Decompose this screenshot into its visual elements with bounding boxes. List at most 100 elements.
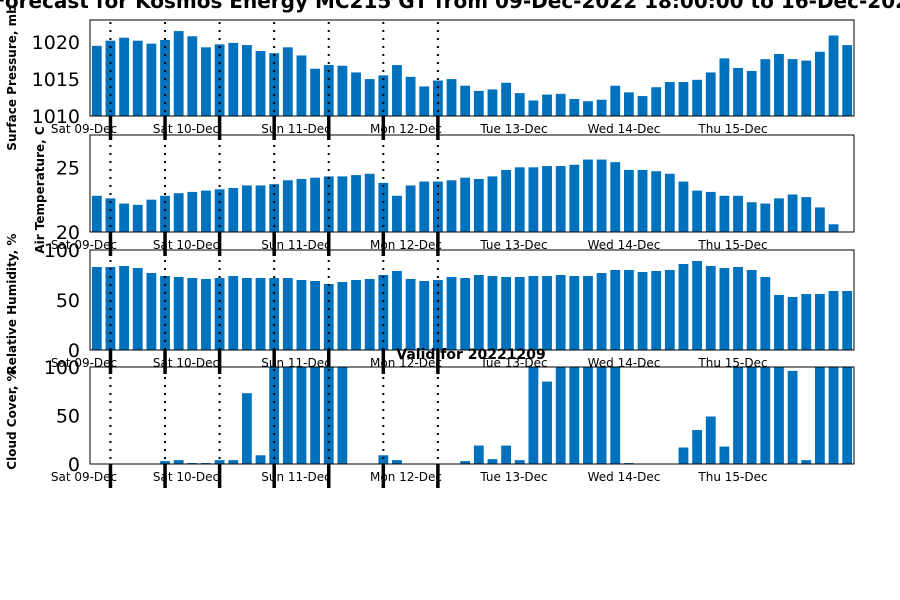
- bar-55: [828, 367, 839, 464]
- bar-26: [432, 280, 443, 350]
- bar-19: [337, 176, 348, 232]
- chart-panel-1: 1010 1015 1020 Sat 09-Dec Sat 10-Dec Sun 11-D…: [5, 5, 855, 151]
- bar-50: [760, 367, 771, 464]
- x-tick-label: Thu 15-Dec: [697, 122, 767, 136]
- bar-24: [405, 279, 416, 350]
- bar-19: [337, 367, 348, 464]
- x-tick-label: Wed 14-Dec: [588, 470, 661, 484]
- bar-4: [132, 268, 143, 350]
- bar-53: [801, 294, 812, 350]
- bar-34: [542, 276, 552, 350]
- y-tick-label: 20: [56, 222, 80, 244]
- y-tick-label: 100: [44, 357, 80, 379]
- bar-6: [160, 39, 170, 116]
- bar-28: [460, 177, 471, 232]
- bar-7: [173, 277, 184, 350]
- bar-24: [405, 76, 416, 116]
- bar-16: [296, 367, 307, 464]
- bar-35: [555, 93, 566, 116]
- bar-26: [432, 181, 443, 232]
- x-tick-label: Sat 10-Dec: [153, 238, 219, 252]
- bar-12: [241, 185, 252, 232]
- bar-50: [760, 59, 771, 116]
- bar-25: [419, 281, 430, 350]
- bar-31: [501, 169, 512, 232]
- y-tick-label: 50: [56, 406, 80, 428]
- x-tick-label: Thu 15-Dec: [697, 238, 767, 252]
- bar-35: [555, 367, 566, 464]
- bar-7: [173, 31, 184, 116]
- plot-frame: [89, 19, 855, 117]
- bar-41: [637, 96, 648, 116]
- bar-15: [282, 278, 293, 350]
- bar-55: [828, 224, 839, 232]
- bar-44: [678, 181, 689, 232]
- bar-36: [569, 164, 580, 232]
- bar-49: [746, 367, 757, 464]
- bar-17: [310, 281, 321, 350]
- bar-14: [269, 53, 280, 116]
- bar-51: [774, 367, 784, 464]
- bar-31: [501, 82, 512, 116]
- bar-43: [664, 82, 675, 116]
- bar-49: [746, 270, 757, 350]
- chart-panels: 1010 1015 1020 Sat 09-Dec Sat 10-Dec Sun 11-D…: [5, 5, 855, 488]
- bar-36: [569, 99, 580, 116]
- x-tick-label: Sat 10-Dec: [153, 470, 219, 484]
- bar-16: [296, 55, 307, 116]
- bar-9: [201, 190, 211, 232]
- bar-32: [514, 460, 525, 464]
- bar-38: [596, 273, 607, 350]
- bar-46: [705, 416, 716, 464]
- bar-40: [623, 169, 634, 232]
- bar-27: [446, 277, 457, 350]
- bar-18: [323, 176, 334, 232]
- bar-7: [173, 193, 184, 232]
- bar-17: [310, 68, 321, 116]
- bar-38: [596, 99, 607, 116]
- bar-49: [746, 202, 757, 232]
- bar-6: [160, 461, 170, 464]
- x-tick-label: Mon 12-Dec: [370, 122, 442, 136]
- bar-28: [460, 461, 471, 464]
- y-axis-label: Cloud Cover, %: [5, 369, 19, 469]
- bar-8: [187, 278, 198, 350]
- bar-30: [487, 176, 498, 232]
- bar-3: [119, 266, 130, 350]
- bar-40: [623, 270, 634, 350]
- bar-4: [132, 40, 143, 116]
- bar-43: [664, 173, 675, 232]
- bar-44: [678, 264, 689, 350]
- x-tick-label: Sat 09-Dec: [51, 122, 117, 136]
- bar-12: [241, 45, 252, 116]
- x-tick-label: Tue 13-Dec: [479, 470, 547, 484]
- x-tick-label: Wed 14-Dec: [588, 122, 661, 136]
- bar-54: [814, 367, 825, 464]
- bar-50: [760, 277, 771, 350]
- bar-51: [774, 198, 784, 232]
- bar-2: [105, 198, 116, 232]
- bar-1: [91, 45, 102, 116]
- bar-52: [787, 370, 798, 464]
- bar-8: [187, 191, 198, 232]
- bar-10: [214, 44, 225, 117]
- bar-16: [296, 280, 307, 350]
- bar-23: [392, 460, 402, 464]
- bar-11: [228, 460, 239, 464]
- x-tick-label: Sat 10-Dec: [153, 122, 219, 136]
- bar-14: [269, 184, 280, 232]
- bar-19: [337, 282, 348, 350]
- bar-21: [364, 79, 375, 116]
- y-tick-label: 0: [68, 454, 80, 476]
- x-tick-label: Thu 15-Dec: [697, 356, 767, 370]
- bar-11: [228, 276, 239, 350]
- bar-27: [446, 180, 457, 232]
- x-tick-label: Wed 14-Dec: [588, 238, 661, 252]
- bar-13: [255, 51, 266, 116]
- bar-19: [337, 65, 348, 116]
- bar-20: [351, 175, 361, 232]
- bar-52: [787, 194, 798, 232]
- bar-54: [814, 294, 825, 350]
- y-axis-label: Surface Pressure, mb: [5, 5, 19, 151]
